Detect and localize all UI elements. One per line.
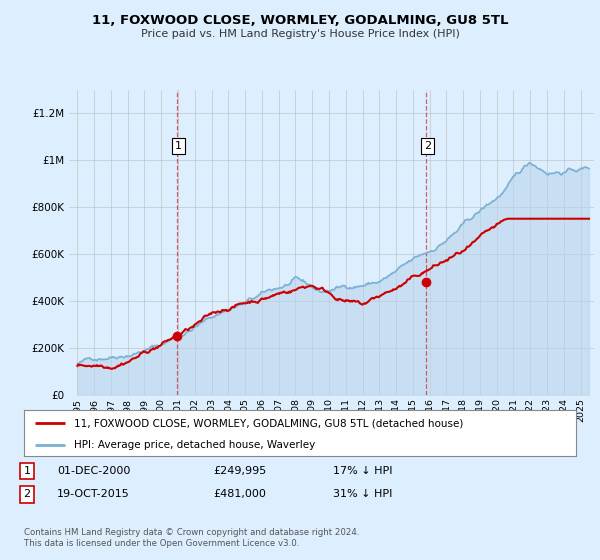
- Text: Price paid vs. HM Land Registry's House Price Index (HPI): Price paid vs. HM Land Registry's House …: [140, 29, 460, 39]
- Text: 1: 1: [23, 466, 31, 476]
- Text: 2: 2: [424, 141, 431, 151]
- Text: 31% ↓ HPI: 31% ↓ HPI: [333, 489, 392, 500]
- Text: 11, FOXWOOD CLOSE, WORMLEY, GODALMING, GU8 5TL (detached house): 11, FOXWOOD CLOSE, WORMLEY, GODALMING, G…: [74, 418, 463, 428]
- Text: Contains HM Land Registry data © Crown copyright and database right 2024.
This d: Contains HM Land Registry data © Crown c…: [24, 528, 359, 548]
- Text: 17% ↓ HPI: 17% ↓ HPI: [333, 466, 392, 476]
- Text: 01-DEC-2000: 01-DEC-2000: [57, 466, 130, 476]
- Text: £249,995: £249,995: [213, 466, 266, 476]
- Text: 1: 1: [175, 141, 182, 151]
- Text: 19-OCT-2015: 19-OCT-2015: [57, 489, 130, 500]
- Text: HPI: Average price, detached house, Waverley: HPI: Average price, detached house, Wave…: [74, 440, 315, 450]
- Text: £481,000: £481,000: [213, 489, 266, 500]
- Text: 11, FOXWOOD CLOSE, WORMLEY, GODALMING, GU8 5TL: 11, FOXWOOD CLOSE, WORMLEY, GODALMING, G…: [92, 14, 508, 27]
- Text: 2: 2: [23, 489, 31, 500]
